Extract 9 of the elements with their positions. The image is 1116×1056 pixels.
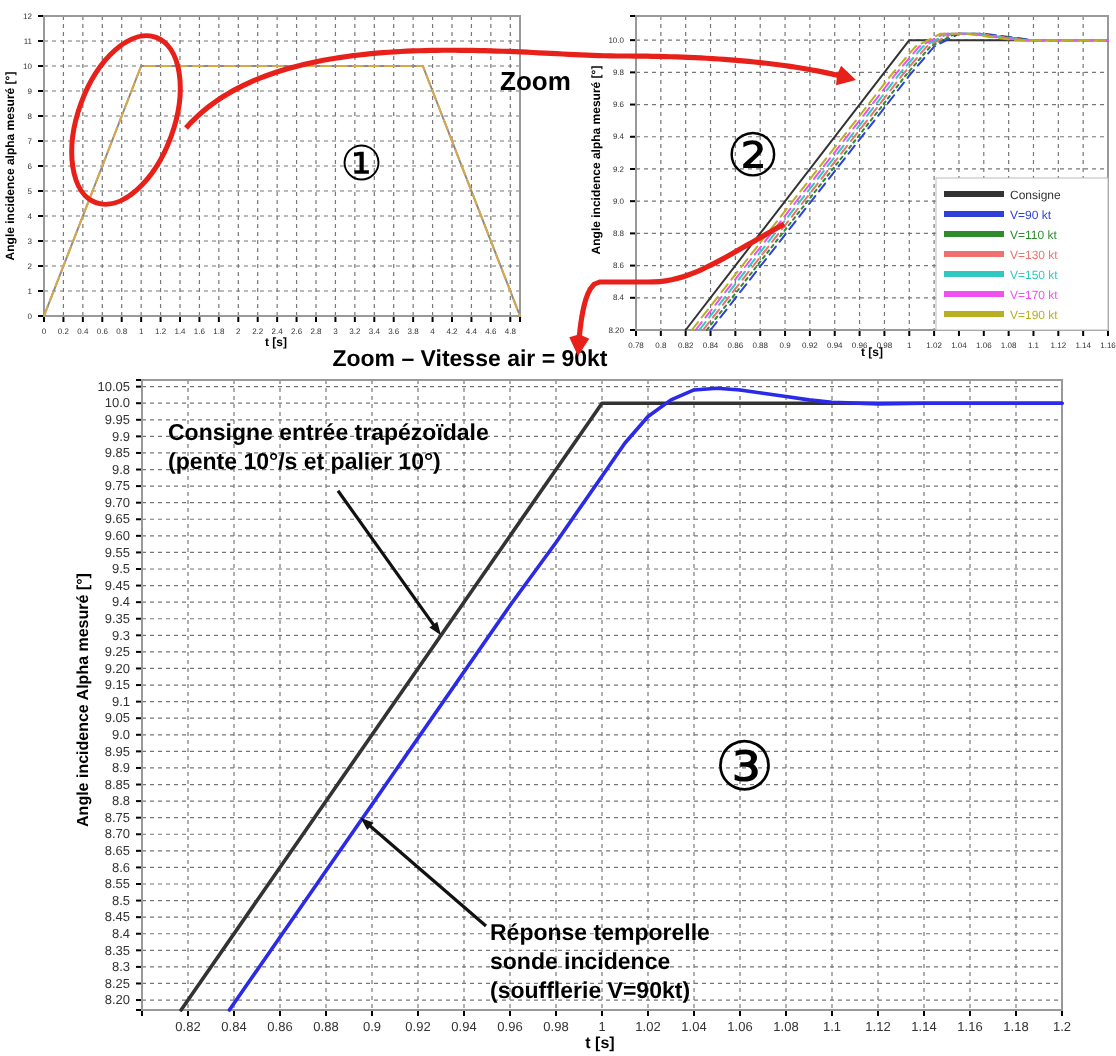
annotation: Zoom: [500, 66, 571, 96]
y-axis-title: Angle incidence Alpha mesuré [°]: [74, 572, 92, 827]
annotation: ①: [340, 138, 384, 192]
annotation: Réponse temporelle sonde incidence (soufflerie V=90kt): [490, 922, 710, 1004]
annotation: ③: [714, 730, 774, 806]
annotation: ②: [726, 124, 780, 190]
chart-title: Zoom – Vitesse air = 90kt: [332, 348, 608, 372]
annotation: Consigne entrée trapézoïdale (pente 10°/s et palier 10°): [168, 422, 489, 475]
x-axis-title: t [s]: [585, 1034, 616, 1052]
